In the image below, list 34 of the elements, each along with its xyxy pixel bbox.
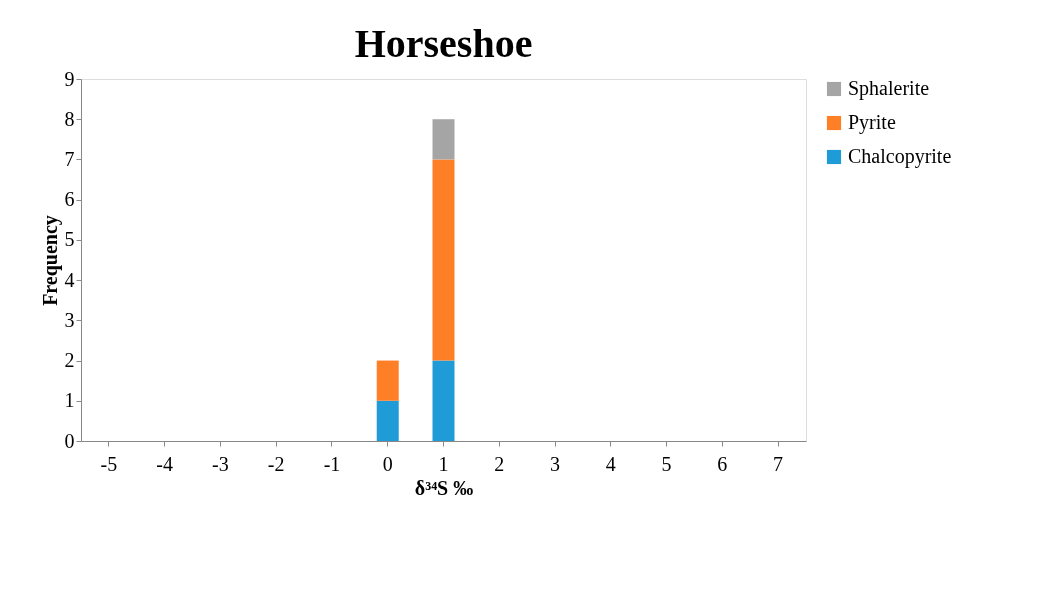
bar <box>432 119 455 160</box>
x-tick-label: -3 <box>212 452 229 475</box>
x-tick-label: -4 <box>156 452 173 475</box>
x-tick-label: -2 <box>267 452 285 475</box>
x-axis-title: δ³⁴S ‰ <box>414 476 474 499</box>
x-tick-label: 7 <box>773 452 784 475</box>
x-tick-label: 6 <box>717 452 728 475</box>
legend-label: Sphalerite <box>848 77 930 100</box>
legend-label: Chalcopyrite <box>848 145 952 168</box>
x-tick-label: 2 <box>494 452 505 475</box>
bar <box>376 400 399 441</box>
y-tick-label: 3 <box>64 308 75 331</box>
y-tick-label: 0 <box>64 429 75 452</box>
y-axis-title: Frequency <box>38 215 62 306</box>
y-tick-label: 5 <box>64 228 75 251</box>
bar <box>432 159 455 361</box>
x-tick-label: 0 <box>382 452 393 475</box>
y-tick-label: 1 <box>64 389 75 412</box>
x-tick-label: 5 <box>661 452 672 475</box>
y-tick-label: 4 <box>64 268 75 291</box>
x-tick-label: 4 <box>605 452 616 475</box>
chart-title: Horseshoe <box>354 21 533 66</box>
x-tick-label: 3 <box>550 452 561 475</box>
y-tick-label: 9 <box>64 67 75 90</box>
y-tick-label: 6 <box>64 188 75 211</box>
x-tick-label: 1 <box>438 452 449 475</box>
x-tick-label: -1 <box>323 452 341 475</box>
y-tick-label: 7 <box>64 147 75 170</box>
legend-label: Pyrite <box>848 111 896 134</box>
y-tick-label: 2 <box>64 349 75 372</box>
bar <box>376 360 399 401</box>
y-tick-label: 8 <box>64 107 75 130</box>
x-tick-label: -5 <box>100 452 118 475</box>
bar <box>432 360 455 441</box>
